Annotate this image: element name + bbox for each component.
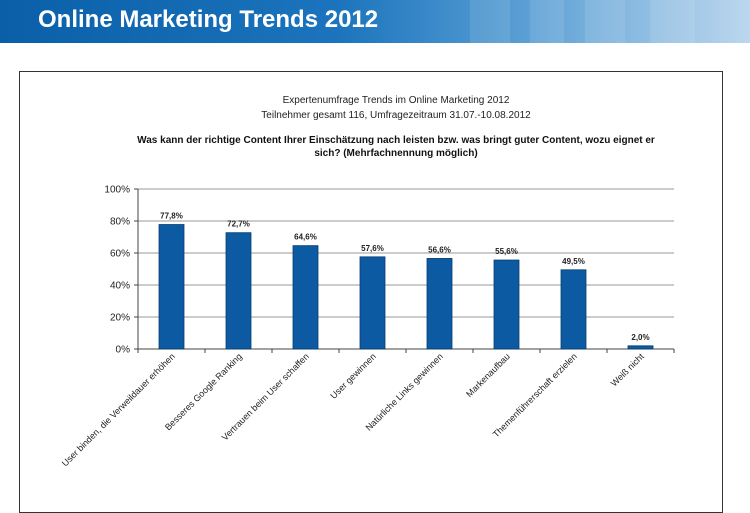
- bar: [426, 258, 453, 350]
- page-title: Online Marketing Trends 2012: [38, 6, 379, 33]
- bar: [158, 224, 185, 350]
- chart-question-line: Was kann der richtige Content Ihrer Eins…: [137, 135, 655, 146]
- category-label: User gewinnen: [328, 351, 378, 401]
- bar: [560, 269, 587, 350]
- chart-question-line: sich? (Mehrfachnennung möglich): [314, 148, 477, 159]
- category-label: Weiß nicht: [609, 351, 646, 388]
- bar: [359, 256, 386, 350]
- chart-title-line: Expertenumfrage Trends im Online Marketi…: [283, 95, 510, 106]
- category-label: Markenaufbau: [464, 351, 512, 399]
- y-tick-label: 100%: [104, 185, 130, 196]
- category-label: Besseres Google Ranking: [163, 351, 244, 432]
- bar-value-label: 49,5%: [562, 257, 585, 266]
- banner-tile: [585, 0, 625, 43]
- category-label: User binden, die Verweildauer erhöhen: [60, 351, 177, 468]
- banner-tile: [650, 0, 695, 43]
- bar-value-label: 72,7%: [227, 220, 250, 229]
- header-banner: Online Marketing Trends 2012: [0, 0, 750, 43]
- bar-value-label: 64,6%: [294, 233, 317, 242]
- bar-value-label: 55,6%: [495, 247, 518, 256]
- bar-value-label: 2,0%: [631, 333, 649, 342]
- chart-title-line: Teilnehmer gesamt 116, Umfragezeitraum 3…: [261, 110, 531, 121]
- bar: [292, 245, 319, 350]
- bar: [225, 232, 252, 350]
- bar-value-label: 56,6%: [428, 245, 451, 254]
- y-tick-label: 80%: [110, 217, 130, 228]
- banner-tile: [470, 0, 510, 43]
- category-label: Natürliche Links gewinnen: [364, 351, 445, 432]
- bar-value-label: 77,8%: [160, 212, 183, 221]
- bar-chart: Expertenumfrage Trends im Online Marketi…: [60, 95, 675, 468]
- bar-value-label: 57,6%: [361, 244, 384, 253]
- banner-tile: [530, 0, 564, 43]
- y-tick-label: 20%: [110, 313, 130, 324]
- y-tick-label: 60%: [110, 249, 130, 260]
- y-tick-label: 40%: [110, 281, 130, 292]
- bar: [493, 259, 520, 350]
- y-tick-label: 0%: [116, 345, 131, 356]
- chart-panel: Expertenumfrage Trends im Online Marketi…: [19, 71, 723, 513]
- bar: [627, 345, 654, 350]
